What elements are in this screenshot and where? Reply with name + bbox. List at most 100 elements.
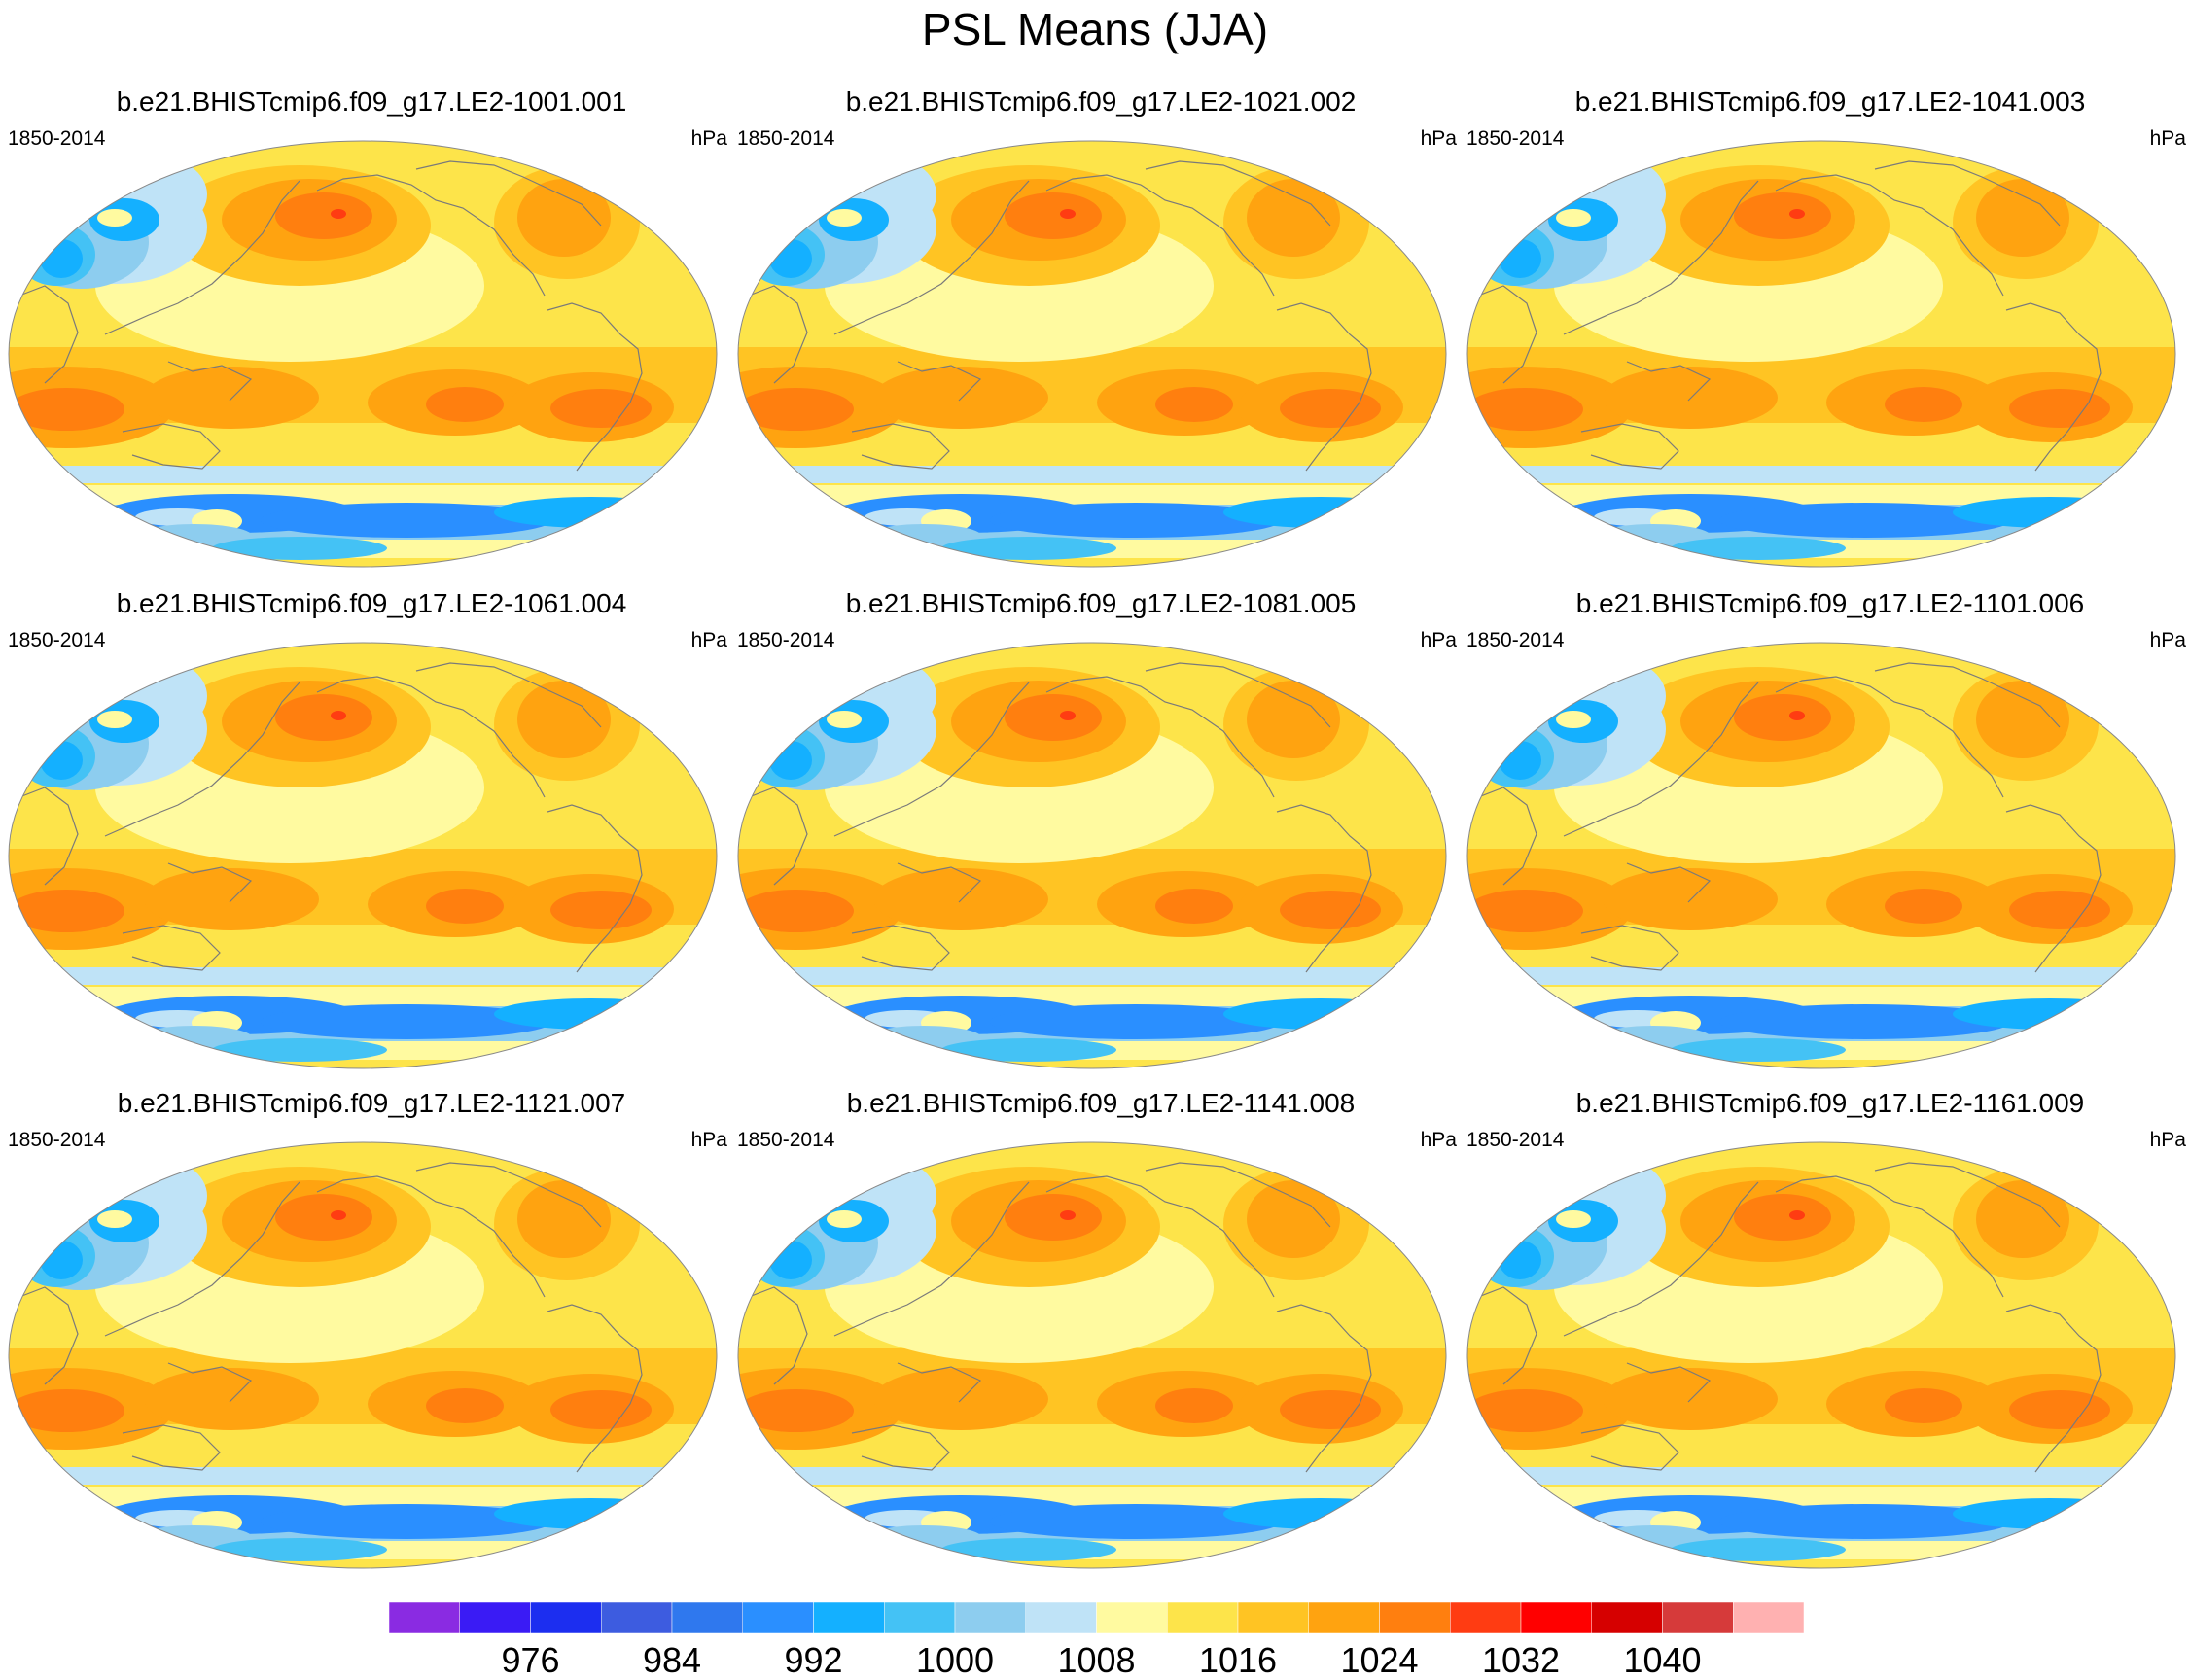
coastline bbox=[415, 662, 602, 728]
psl-contour-fill bbox=[261, 1004, 552, 1039]
figure-title: PSL Means (JJA) bbox=[921, 4, 1269, 54]
psl-contour-fill bbox=[1280, 389, 1381, 428]
robinson-map bbox=[1466, 642, 2176, 1069]
psl-contour-fill bbox=[1247, 1180, 1340, 1258]
psl-contour-fill bbox=[1885, 889, 1962, 924]
psl-contour-fill bbox=[275, 694, 372, 741]
psl-band bbox=[738, 1467, 1446, 1485]
panel-case-title: b.e21.BHISTcmip6.f09_g17.LE2-1161.009 bbox=[1575, 1088, 2085, 1118]
psl-contour-fill bbox=[331, 209, 346, 219]
psl-contour-fill bbox=[738, 890, 854, 932]
psl-contour-fill bbox=[1280, 1390, 1381, 1429]
psl-contour-fill bbox=[738, 388, 854, 431]
coastline bbox=[1145, 1162, 1331, 1228]
coastline bbox=[104, 1181, 300, 1337]
map-frame bbox=[737, 140, 1447, 568]
psl-band bbox=[9, 1467, 717, 1485]
psl-contour-fill bbox=[1467, 388, 1583, 431]
colorbar-tick-label: 1016 bbox=[1199, 1640, 1277, 1680]
map-panel: b.e21.BHISTcmip6.f09_g17.LE2-1161.009 185… bbox=[1466, 1087, 2190, 1578]
robinson-map bbox=[737, 642, 1447, 1069]
coastline bbox=[122, 925, 221, 971]
coastline bbox=[122, 1424, 221, 1471]
psl-contour-fill bbox=[2009, 891, 2110, 929]
map-panel: b.e21.BHISTcmip6.f09_g17.LE2-1021.002 185… bbox=[737, 86, 1465, 577]
coastline bbox=[1775, 676, 2004, 798]
colorbar-swatch bbox=[954, 1601, 1026, 1634]
panel-period-label: 1850-2014 bbox=[8, 127, 106, 150]
map-panel: b.e21.BHISTcmip6.f09_g17.LE2-1061.004 185… bbox=[8, 587, 735, 1078]
coastline bbox=[18, 285, 79, 384]
panel-period-label: 1850-2014 bbox=[8, 629, 106, 651]
coastline bbox=[122, 423, 221, 470]
psl-contour-fill bbox=[426, 387, 504, 422]
psl-contour-fill bbox=[331, 1210, 346, 1220]
psl-contour-fill bbox=[1976, 681, 2069, 758]
robinson-map bbox=[8, 140, 718, 568]
coastline bbox=[415, 1162, 602, 1228]
coastline bbox=[415, 160, 602, 227]
coastline bbox=[833, 180, 1030, 335]
coastline bbox=[104, 180, 300, 335]
coastline bbox=[851, 925, 950, 971]
psl-contour-fill bbox=[9, 1389, 124, 1432]
psl-contour-fill bbox=[1789, 711, 1805, 720]
panel-period-label: 1850-2014 bbox=[1466, 629, 1565, 651]
psl-contour-fill bbox=[1005, 694, 1102, 741]
coastline bbox=[18, 1286, 79, 1385]
colorbar-swatch bbox=[1237, 1601, 1309, 1634]
colorbar-swatch bbox=[1096, 1601, 1168, 1634]
panel-case-title: b.e21.BHISTcmip6.f09_g17.LE2-1021.002 bbox=[845, 87, 1357, 117]
colorbar-swatch bbox=[1733, 1601, 1805, 1634]
psl-contour-fill bbox=[144, 868, 319, 930]
psl-contour-fill bbox=[1247, 681, 1340, 758]
colorbar-tick-label: 1032 bbox=[1482, 1640, 1560, 1680]
colorbar-swatch bbox=[601, 1601, 673, 1634]
psl-contour-fill bbox=[873, 868, 1048, 930]
coastline bbox=[1874, 1162, 2061, 1228]
colorbar-swatch bbox=[1662, 1601, 1734, 1634]
panel-units-label: hPa bbox=[690, 1129, 727, 1151]
psl-contour-fill bbox=[97, 1210, 132, 1228]
coastline bbox=[1477, 1286, 1537, 1385]
psl-band bbox=[1467, 466, 2175, 483]
map-frame bbox=[1466, 140, 2176, 568]
colorbar-swatch bbox=[813, 1601, 885, 1634]
coastline bbox=[833, 1181, 1030, 1337]
colorbar-swatch bbox=[1025, 1601, 1097, 1634]
coastline bbox=[1874, 160, 2061, 227]
psl-contour-fill bbox=[990, 1004, 1282, 1039]
coastline bbox=[2005, 302, 2102, 472]
panel-case-title: b.e21.BHISTcmip6.f09_g17.LE2-1081.005 bbox=[845, 588, 1357, 618]
coastline bbox=[1477, 787, 1537, 886]
colorbar-tick-label: 976 bbox=[501, 1640, 559, 1680]
psl-contour-fill bbox=[261, 1504, 552, 1539]
coastline bbox=[547, 1304, 643, 1473]
map-frame bbox=[737, 642, 1447, 1069]
coastline bbox=[897, 862, 982, 903]
coastline bbox=[748, 1286, 808, 1385]
map-frame bbox=[737, 1141, 1447, 1569]
psl-contour-fill bbox=[1603, 868, 1778, 930]
colorbar-tick-label: 1040 bbox=[1623, 1640, 1701, 1680]
map-frame bbox=[1466, 1141, 2176, 1569]
colorbar-tick-label: 1000 bbox=[916, 1640, 994, 1680]
psl-contour-fill bbox=[1885, 387, 1962, 422]
coastline bbox=[1580, 925, 1679, 971]
psl-contour-fill bbox=[738, 1389, 854, 1432]
colorbar-swatch bbox=[671, 1601, 743, 1634]
coastline bbox=[1775, 1175, 2004, 1298]
coastline bbox=[104, 682, 300, 837]
panel-case-title: b.e21.BHISTcmip6.f09_g17.LE2-1061.004 bbox=[116, 588, 627, 618]
psl-band bbox=[738, 967, 1446, 985]
coastline bbox=[1580, 1424, 1679, 1471]
psl-contour-fill bbox=[1155, 889, 1233, 924]
psl-contour-fill bbox=[517, 681, 611, 758]
colorbar-swatch bbox=[1591, 1601, 1663, 1634]
psl-contour-fill bbox=[517, 1180, 611, 1258]
panel-period-label: 1850-2014 bbox=[8, 1129, 106, 1151]
coastline bbox=[1276, 1304, 1372, 1473]
coastline bbox=[1563, 1181, 1759, 1337]
colorbar-swatch bbox=[1520, 1601, 1592, 1634]
panel-units-label: hPa bbox=[1420, 1129, 1457, 1151]
